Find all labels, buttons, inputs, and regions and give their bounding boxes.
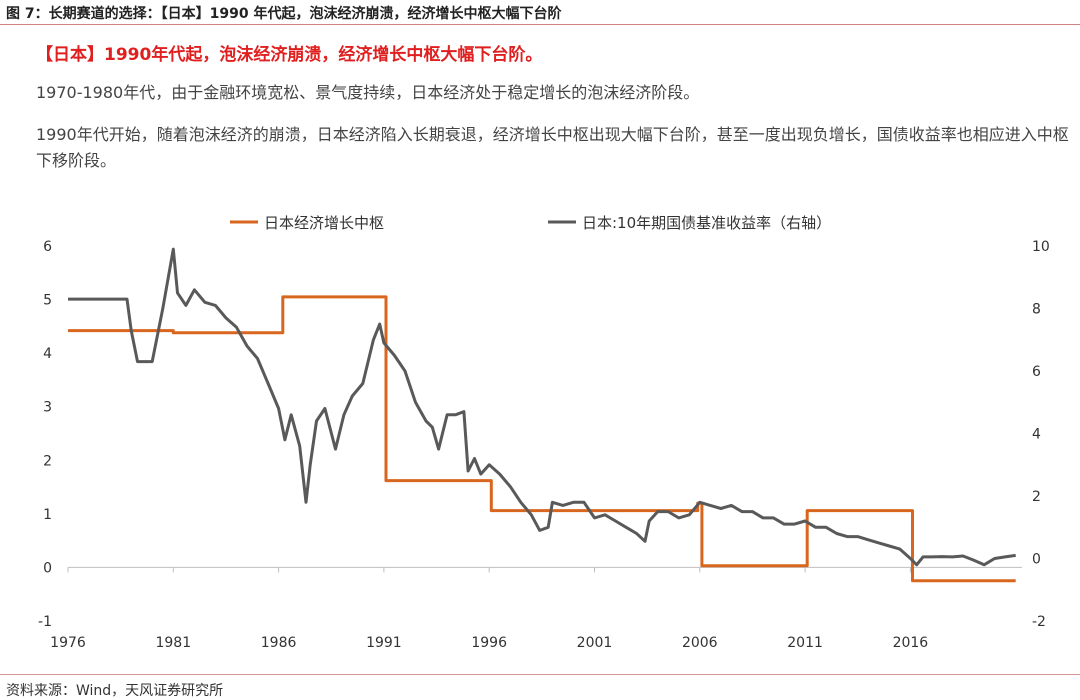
source-divider [0,674,1080,675]
y-left-tick-label: 3 [43,400,52,416]
y-left-tick-label: 4 [43,346,52,362]
y-left-tick-label: 2 [43,453,52,469]
x-tick-label: 2001 [577,635,613,651]
y-left-tick-label: 5 [43,293,52,309]
headline: 【日本】1990年代起，泡沫经济崩溃，经济增长中枢大幅下台阶。 [36,45,543,65]
chart-axes: 1976 1981 1986 1991 1996 2001 2006 2011 2016-101… [38,239,1050,651]
paragraph-1: 1970-1980年代，由于金融环境宽松、景气度持续，日本经济处于稳定增长的泡沫… [36,83,700,102]
legend-label-growth: 日本经济增长中枢 [264,214,384,232]
x-tick-label: 2016 [893,635,929,651]
y-right-tick-label: 8 [1032,302,1041,318]
x-tick-label: 1996 [471,635,507,651]
y-right-tick-label: -2 [1032,614,1046,630]
title-divider [0,24,1080,25]
y-right-tick-label: 10 [1032,239,1050,255]
y-left-tick-label: -1 [38,614,52,630]
chart-plot-area [68,247,1016,583]
y-right-tick-label: 6 [1032,364,1041,380]
paragraph-2: 1990年代开始，随着泡沫经济的崩溃，日本经济陷入长期衰退，经济增长中枢出现大幅… [36,125,1069,170]
y-right-tick-label: 4 [1032,427,1041,443]
x-tick-label: 1976 [50,635,86,651]
series-line-growth [68,295,1016,583]
series-line-yield [68,247,1016,567]
x-tick-label: 1986 [261,635,297,651]
x-tick-label: 1991 [366,635,402,651]
y-right-tick-label: 0 [1032,552,1041,568]
x-tick-label: 2006 [682,635,718,651]
chart-legend: 日本经济增长中枢 日本:10年期国债基准收益率（右轴） [230,214,831,232]
chart: 日本经济增长中枢 日本:10年期国债基准收益率（右轴） 1976 1981 1986… [38,214,1050,651]
figure-title: 图 7：长期赛道的选择：【日本】1990 年代起，泡沫经济崩溃，经济增长中枢大幅… [6,6,562,22]
y-left-tick-label: 1 [43,507,52,523]
x-tick-label: 2011 [787,635,823,651]
legend-label-yield: 日本:10年期国债基准收益率（右轴） [582,214,831,232]
y-left-tick-label: 6 [43,239,52,255]
x-tick-label: 1981 [155,635,191,651]
source-note: 资料来源：Wind，天风证券研究所 [6,683,224,699]
y-right-tick-label: 2 [1032,489,1041,505]
y-left-tick-label: 0 [43,560,52,576]
